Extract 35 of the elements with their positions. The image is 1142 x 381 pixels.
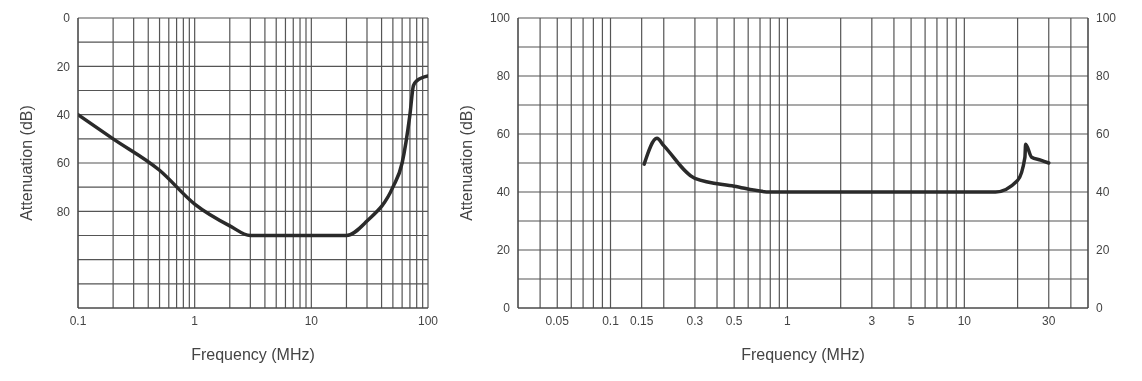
x-tick-label: 0.3	[686, 313, 704, 328]
y-axis-title: Attenuation (dB)	[17, 105, 35, 221]
x-axis-title: Frequency (MHz)	[741, 346, 865, 363]
y2-tick-label: 60	[1096, 127, 1110, 142]
x-axis-title: Frequency (MHz)	[191, 346, 315, 363]
y-tick-label: 20	[56, 59, 71, 74]
x-tick-label: 1	[784, 313, 792, 328]
y-tick-label: 0	[63, 11, 71, 26]
x-tick-label: 10	[304, 313, 319, 328]
x-tick-label: 0.1	[69, 313, 87, 328]
x-tick-label: 10	[957, 313, 972, 328]
x-tick-label: 0.1	[602, 313, 620, 328]
y2-tick-label: 40	[1096, 185, 1110, 200]
y-tick-label: 60	[56, 156, 71, 171]
x-tick-label: 1	[191, 313, 199, 328]
y-tick-label: 60	[496, 127, 511, 142]
y-tick-label: 40	[496, 185, 511, 200]
y-tick-label: 0	[503, 301, 511, 316]
x-tick-label: 0.05	[545, 313, 570, 328]
y-tick-label: 20	[496, 243, 511, 258]
x-tick-label: 0.5	[725, 313, 743, 328]
x-tick-label: 3	[868, 313, 876, 328]
y-tick-label: 80	[56, 204, 71, 219]
y2-tick-label: 100	[1096, 11, 1117, 26]
x-tick-label: 100	[417, 313, 439, 328]
x-tick-label: 5	[907, 313, 915, 328]
x-tick-label: 0.15	[629, 313, 654, 328]
y-tick-label: 100	[489, 11, 511, 26]
y-tick-label: 80	[496, 69, 511, 84]
y2-tick-label: 0	[1096, 301, 1103, 316]
x-tick-label: 30	[1042, 313, 1056, 328]
y2-tick-label: 80	[1096, 69, 1110, 84]
y-axis-title: Attenuation (dB)	[457, 105, 475, 221]
y2-tick-label: 20	[1096, 243, 1110, 258]
y-tick-label: 40	[56, 107, 71, 122]
